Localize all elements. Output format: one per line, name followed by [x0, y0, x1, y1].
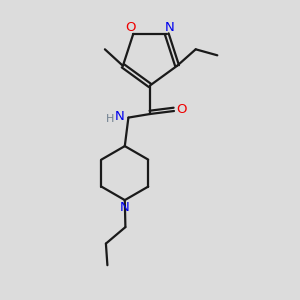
- Text: O: O: [126, 21, 136, 34]
- Text: N: N: [120, 201, 130, 214]
- Text: N: N: [115, 110, 124, 123]
- Text: N: N: [164, 21, 174, 34]
- Text: H: H: [106, 114, 114, 124]
- Text: O: O: [176, 103, 187, 116]
